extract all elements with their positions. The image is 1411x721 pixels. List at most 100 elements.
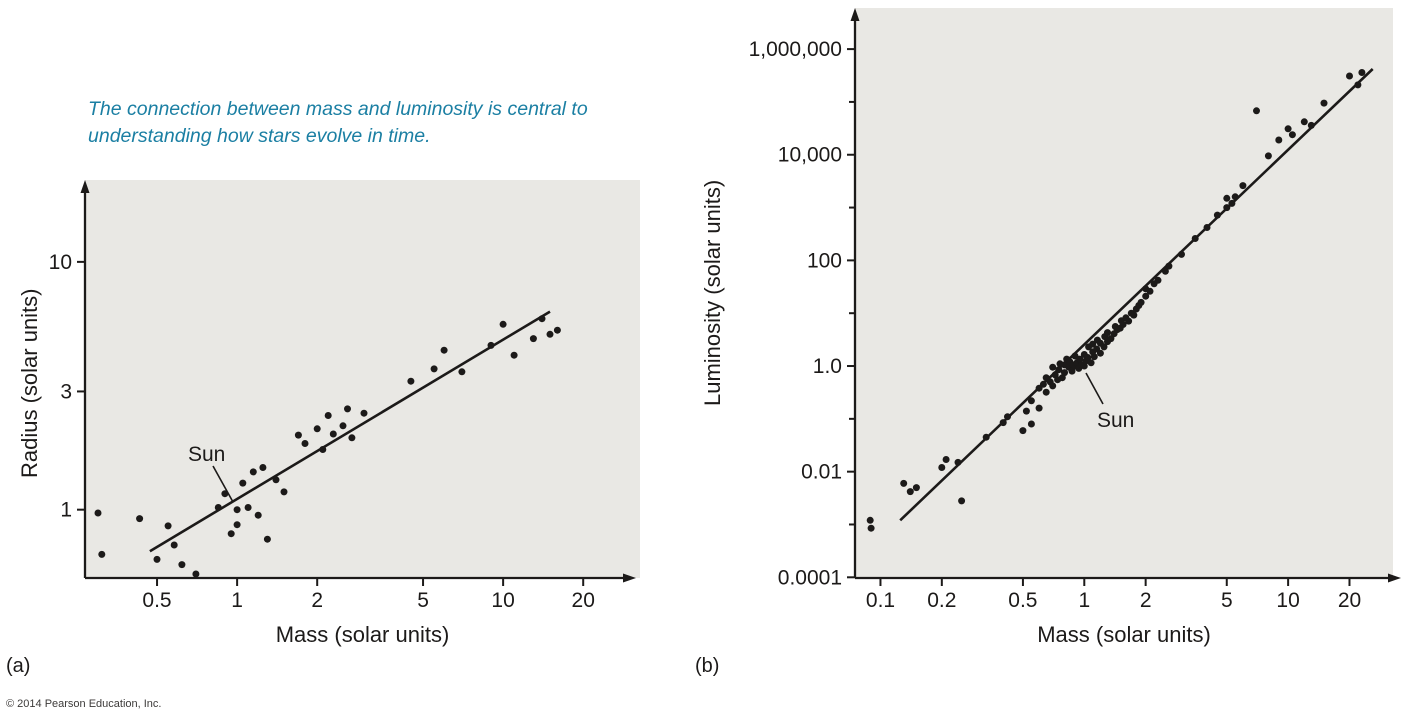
x-axis-arrowhead-icon: [623, 573, 636, 583]
data-point: [1087, 359, 1095, 367]
data-point: [487, 341, 495, 349]
x-tick-label: 0.2: [927, 589, 956, 612]
data-point: [1320, 99, 1328, 107]
sun-leader-line: [1085, 372, 1104, 405]
y-tick-label: 3: [60, 380, 72, 403]
fit-line: [899, 68, 1374, 522]
data-point: [272, 476, 280, 484]
data-points: [866, 69, 1366, 532]
data-point: [1142, 292, 1150, 300]
data-point: [1089, 340, 1097, 348]
data-point: [407, 377, 415, 385]
figure-caption: The connection between mass and luminosi…: [88, 98, 588, 148]
data-point: [1035, 404, 1043, 412]
data-point: [1165, 262, 1173, 270]
data-point: [1288, 131, 1296, 139]
data-point: [954, 458, 962, 466]
data-point: [136, 515, 144, 523]
data-point: [1100, 343, 1108, 351]
data-point: [1004, 413, 1011, 421]
plot-area: [855, 8, 1393, 578]
data-point: [1228, 199, 1236, 207]
data-point: [866, 516, 874, 524]
data-point: [538, 315, 546, 323]
data-point: [999, 419, 1007, 427]
data-point: [553, 326, 561, 334]
chart-a-y-axis-label: Radius (solar units): [17, 288, 42, 478]
data-point: [1096, 349, 1104, 357]
data-point: [942, 456, 950, 463]
x-tick-label: 10: [1276, 589, 1299, 612]
fit-line: [149, 310, 551, 553]
x-tick-label: 0.5: [142, 589, 171, 612]
tick-labels: 0.1 0.2 0.5 1 2 5 10 20 0.0001 0.01 1.0 100 10,000 1,…: [749, 38, 1362, 612]
axis-ticks: [847, 48, 1351, 586]
axes: [80, 180, 636, 583]
data-point: [458, 368, 466, 376]
data-point: [164, 522, 172, 530]
data-point: [214, 504, 222, 511]
chart-b-x-axis-label: Mass (solar units): [1037, 622, 1211, 647]
x-tick-label: 5: [417, 589, 429, 612]
sun-label: Sun: [1097, 409, 1134, 432]
data-point: [440, 346, 448, 354]
y-tick-label: 10,000: [778, 144, 842, 167]
data-point: [233, 506, 241, 514]
data-point: [1119, 321, 1127, 328]
data-point: [1275, 136, 1283, 144]
data-point: [1231, 193, 1239, 201]
data-point: [348, 434, 356, 442]
data-point: [259, 464, 267, 471]
data-point: [1019, 427, 1027, 435]
data-point: [344, 405, 351, 413]
data-point: [227, 530, 235, 538]
data-point: [153, 555, 161, 563]
chart-a-x-axis-label: Mass (solar units): [275, 622, 450, 647]
data-point: [1104, 329, 1111, 337]
axis-ticks: [77, 260, 585, 586]
data-point: [1049, 382, 1057, 390]
y-axis-arrowhead-icon: [850, 8, 860, 21]
sun-annotation: Sun: [188, 443, 234, 503]
data-point: [280, 488, 288, 496]
y-tick-label: 100: [807, 249, 842, 272]
data-point: [1137, 298, 1145, 306]
panel-a-letter: (a): [6, 655, 31, 677]
x-tick-label: 10: [491, 589, 514, 612]
data-point: [98, 550, 106, 558]
sun-leader-line: [212, 465, 234, 503]
y-tick-label: 0.0001: [778, 566, 842, 589]
data-point: [1358, 69, 1366, 76]
data-point: [1146, 287, 1154, 295]
data-point: [1055, 366, 1063, 374]
data-point: [546, 330, 554, 338]
x-tick-label: 0.1: [866, 589, 895, 612]
data-point: [529, 335, 537, 343]
data-point: [1178, 250, 1185, 258]
data-point: [938, 464, 946, 471]
y-tick-label: 1,000,000: [749, 38, 842, 61]
x-tick-label: 20: [572, 589, 595, 612]
data-point: [982, 433, 990, 441]
data-point: [263, 535, 271, 543]
data-point: [1125, 317, 1133, 325]
data-point: [324, 412, 332, 419]
data-point: [1264, 152, 1272, 160]
x-tick-label: 0.5: [1008, 589, 1037, 612]
y-tick-label: 1.0: [813, 355, 842, 378]
tick-labels: 0.5 1 2 5 10 20 1 3 10: [49, 251, 595, 612]
data-point: [1068, 367, 1076, 375]
data-point: [1253, 107, 1260, 115]
data-point: [1061, 369, 1068, 377]
data-point: [906, 488, 914, 496]
data-point: [339, 422, 347, 430]
x-tick-label: 2: [1140, 589, 1152, 612]
data-point: [1346, 72, 1353, 80]
data-point: [294, 431, 302, 439]
x-tick-label: 5: [1221, 589, 1233, 612]
data-point: [1022, 407, 1030, 415]
data-point: [329, 430, 337, 438]
data-point: [900, 479, 908, 487]
x-axis-arrowhead-icon: [1388, 573, 1401, 583]
